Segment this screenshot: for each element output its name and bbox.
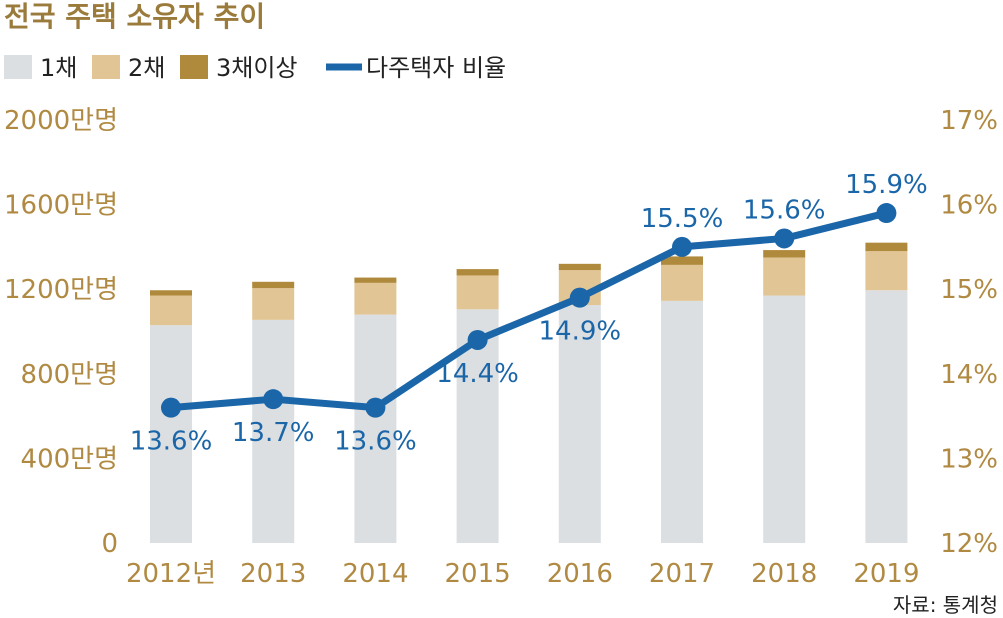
ratio-data-label: 15.5%: [641, 204, 724, 234]
bar-segment-3chae-isang: [865, 242, 908, 252]
x-tick-label: 2014: [342, 559, 408, 589]
ratio-point: [263, 389, 284, 410]
ratio-data-label: 13.6%: [130, 427, 213, 457]
ratio-data-label: 14.9%: [538, 317, 621, 347]
ratio-point: [569, 287, 590, 308]
ratio-line-group: 13.6% 13.7% 13.6% 14.4% 14.9% 15.5% 15.6% 15.9%: [130, 170, 928, 457]
ratio-point: [774, 228, 795, 249]
y-left-tick-label: 0: [101, 529, 118, 559]
bar-segment-1chae: [661, 300, 703, 543]
legend-swatch-1chae: [4, 55, 32, 79]
ratio-point: [876, 203, 897, 224]
x-tick-label: 2015: [445, 559, 511, 589]
bar-segment-2chae: [865, 251, 908, 291]
y-axis-right: 12% 13% 14% 15% 16% 17%: [940, 106, 998, 559]
bar-segment-1chae: [558, 305, 601, 543]
legend-swatch-3chae-isang: [180, 55, 208, 79]
ratio-data-label: 13.6%: [334, 427, 417, 457]
x-tick-label: 2012년: [126, 559, 216, 589]
y-left-tick-label: 400만명: [21, 444, 118, 474]
y-right-tick-label: 15%: [940, 275, 998, 305]
ratio-data-label: 13.7%: [232, 418, 315, 448]
bars-group: [150, 242, 908, 543]
legend-swatch-2chae: [92, 55, 120, 79]
ratio-data-label: 14.4%: [436, 359, 519, 389]
bar-segment-2chae: [763, 257, 806, 296]
ratio-point: [161, 397, 181, 418]
y-right-tick-label: 14%: [940, 360, 998, 390]
y-left-tick-label: 2000만명: [4, 106, 118, 136]
bar-segment-3chae-isang: [456, 269, 499, 276]
ratio-data-label: 15.9%: [845, 170, 928, 200]
legend-label-3chae-isang: 3채이상: [216, 54, 298, 82]
bar-segment-1chae: [865, 290, 908, 543]
y-axis-left: 0 400만명 800만명 1200만명 1600만명 2000만명: [4, 106, 118, 559]
bar-segment-2chae: [661, 264, 703, 301]
y-right-tick-label: 12%: [940, 529, 998, 559]
ratio-point: [672, 236, 692, 257]
bar-segment-3chae-isang: [150, 290, 192, 296]
legend-label-1chae: 1채: [40, 54, 77, 82]
y-left-tick-label: 800만명: [21, 360, 118, 390]
y-right-tick-label: 13%: [940, 444, 998, 474]
bar-segment-3chae-isang: [661, 256, 703, 265]
bar-segment-3chae-isang: [354, 277, 397, 283]
bar-segment-3chae-isang: [558, 263, 601, 271]
bar-segment-3chae-isang: [252, 281, 295, 289]
ratio-line: [170, 209, 888, 412]
y-right-tick-label: 17%: [940, 106, 998, 136]
y-right-tick-label: 16%: [940, 191, 998, 221]
bar-segment-3chae-isang: [763, 250, 806, 258]
x-tick-label: 2018: [751, 559, 817, 589]
x-tick-label: 2016: [547, 559, 613, 589]
x-axis: 2012년 2013 2014 2015 2016 2017 2018 2019: [126, 559, 920, 589]
bar-segment-2chae: [252, 288, 295, 320]
source-note: 자료: 통계청: [893, 593, 998, 617]
bar-segment-1chae: [150, 325, 192, 543]
y-left-tick-label: 1200만명: [4, 275, 118, 305]
x-tick-label: 2013: [240, 559, 306, 589]
bar-segment-1chae: [252, 319, 295, 543]
ratio-point: [467, 329, 488, 350]
bar-segment-2chae: [150, 295, 192, 326]
bar-segment-2chae: [456, 275, 499, 310]
bar-segment-2chae: [354, 282, 397, 315]
legend-label-ratio: 다주택자 비율: [366, 54, 506, 82]
legend-label-2chae: 2채: [128, 54, 165, 82]
ratio-data-label: 15.6%: [743, 195, 826, 225]
y-left-tick-label: 1600만명: [4, 191, 118, 221]
legend: 1채 2채 3채이상 다주택자 비율: [4, 54, 506, 82]
x-tick-label: 2019: [853, 559, 919, 589]
chart-title: 전국 주택 소유자 추이: [4, 0, 265, 33]
bar-segment-1chae: [354, 314, 397, 543]
bar-segment-1chae: [763, 295, 806, 543]
x-tick-label: 2017: [649, 559, 715, 589]
ratio-point: [365, 397, 386, 418]
